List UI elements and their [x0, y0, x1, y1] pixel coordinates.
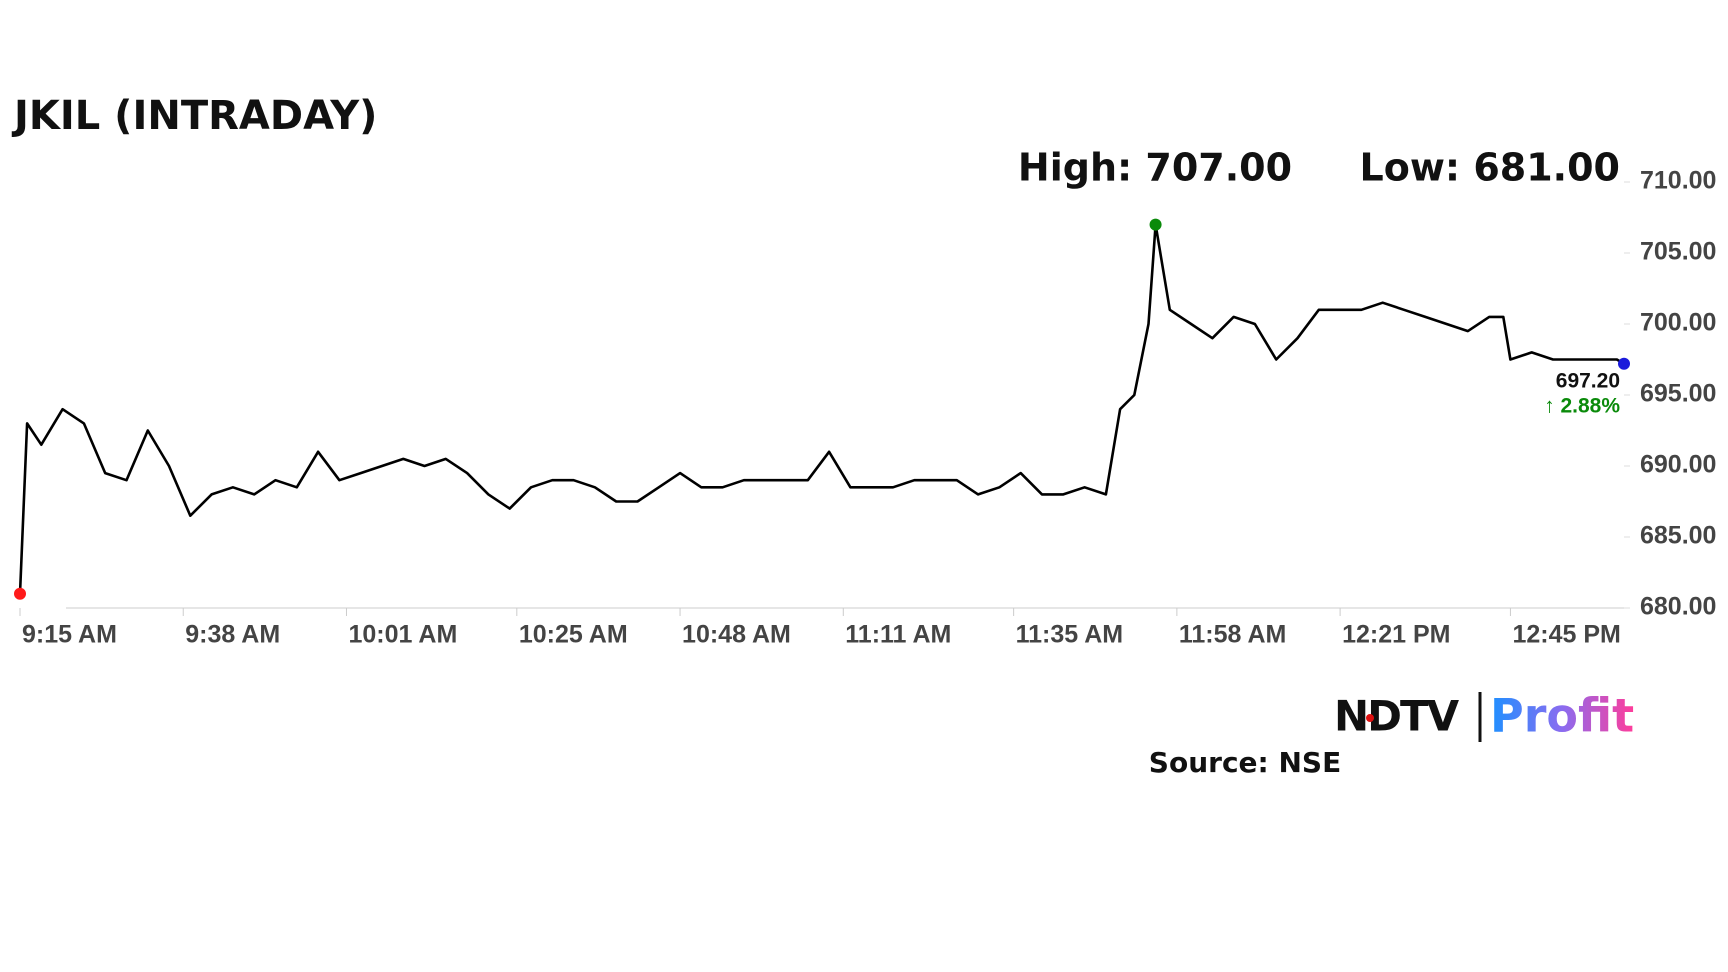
- chart-title: JKIL (INTRADAY): [11, 93, 377, 139]
- last-label: 697.20: [1556, 370, 1620, 393]
- low-label: Low: 681.00: [1360, 146, 1621, 190]
- x-tick-label: 10:48 AM: [682, 621, 791, 649]
- high-dot: [1149, 218, 1162, 231]
- x-tick-label: 11:11 AM: [845, 621, 951, 649]
- y-tick-label: 695.00: [1640, 380, 1716, 408]
- change-label: ↑ 2.88%: [1544, 395, 1620, 418]
- y-tick-label: 680.00: [1640, 593, 1716, 621]
- last-dot: [1618, 357, 1630, 370]
- logo-right: Profit: [1490, 689, 1634, 743]
- x-tick-label: 10:01 AM: [348, 621, 457, 649]
- y-tick-label: 710.00: [1640, 167, 1716, 195]
- logo-dot: [1366, 714, 1374, 722]
- source: Source: NSE: [1149, 746, 1341, 779]
- x-tick-label: 12:21 PM: [1342, 621, 1450, 649]
- y-tick-label: 685.00: [1640, 522, 1716, 550]
- x-tick-label: 11:35 AM: [1016, 621, 1123, 649]
- logo: NDTV Profit: [1334, 689, 1634, 743]
- high-label: High: 707.00: [1018, 146, 1292, 190]
- low-dot: [14, 587, 26, 600]
- x-tick-label: 9:38 AM: [185, 621, 280, 649]
- price-line: [18, 223, 1625, 594]
- y-tick-label: 690.00: [1640, 451, 1716, 479]
- x-tick-label: 12:45 PM: [1512, 621, 1620, 649]
- x-tick-label: 9:15 AM: [22, 621, 117, 649]
- y-tick-label: 705.00: [1640, 238, 1716, 266]
- x-tick-label: 11:58 AM: [1179, 621, 1286, 649]
- y-tick-label: 700.00: [1640, 309, 1716, 337]
- logo-left: NDTV: [1334, 692, 1460, 741]
- x-tick-label: 10:25 AM: [519, 621, 628, 649]
